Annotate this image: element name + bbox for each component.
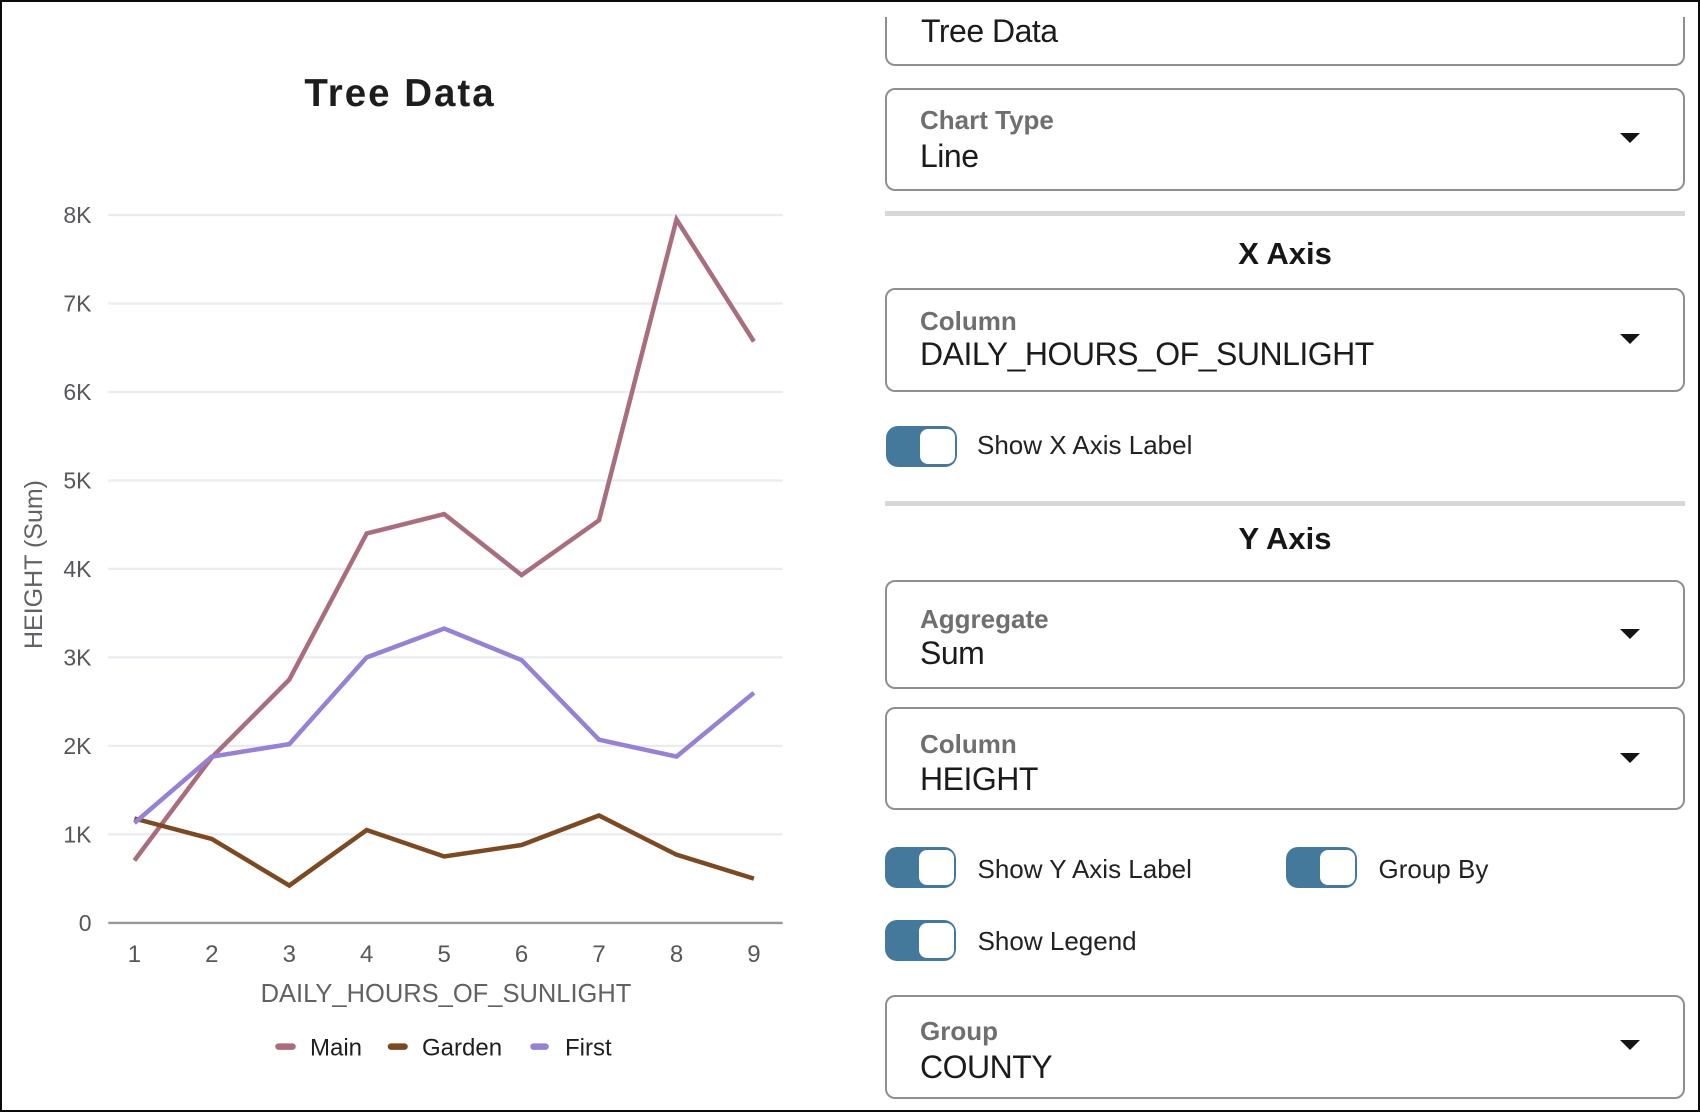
- svg-text:2: 2: [205, 941, 218, 968]
- svg-text:9: 9: [747, 941, 760, 968]
- svg-text:6K: 6K: [63, 379, 92, 405]
- svg-text:First: First: [565, 1035, 612, 1062]
- svg-text:Garden: Garden: [422, 1035, 502, 1062]
- svg-text:0: 0: [79, 910, 92, 936]
- svg-text:3: 3: [283, 941, 296, 968]
- svg-text:HEIGHT (Sum): HEIGHT (Sum): [20, 480, 48, 649]
- svg-text:8K: 8K: [63, 202, 92, 228]
- svg-text:5: 5: [438, 941, 451, 968]
- svg-text:5K: 5K: [63, 468, 92, 494]
- svg-text:Tree Data: Tree Data: [304, 72, 495, 115]
- svg-text:2K: 2K: [63, 733, 92, 759]
- svg-text:4K: 4K: [63, 556, 92, 582]
- svg-text:8: 8: [670, 941, 683, 968]
- svg-text:6: 6: [515, 941, 528, 968]
- svg-text:1: 1: [128, 941, 141, 968]
- svg-text:4: 4: [360, 941, 373, 968]
- svg-text:Main: Main: [310, 1035, 362, 1062]
- svg-text:DAILY_HOURS_OF_SUNLIGHT: DAILY_HOURS_OF_SUNLIGHT: [261, 980, 632, 1008]
- svg-text:7: 7: [592, 941, 605, 968]
- svg-text:3K: 3K: [63, 645, 92, 671]
- svg-text:1K: 1K: [63, 822, 92, 848]
- svg-text:7K: 7K: [63, 291, 92, 317]
